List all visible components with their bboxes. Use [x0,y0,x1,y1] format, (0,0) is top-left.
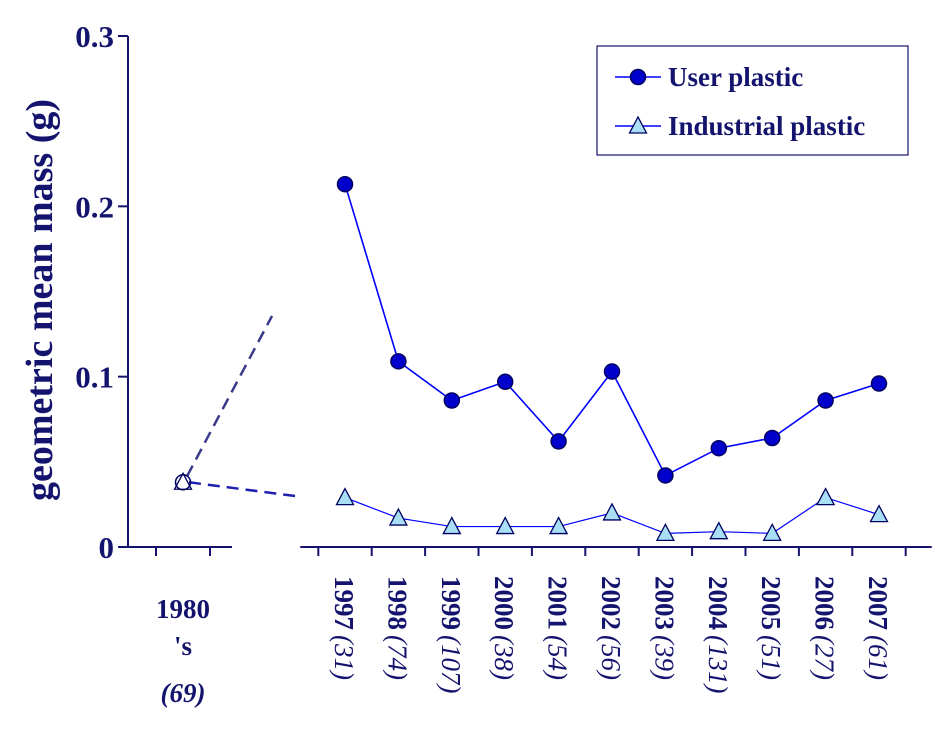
category: 2007 [863,576,893,630]
sample-size: (38) [489,635,519,680]
data-point [763,429,781,447]
x-tick-label: 1998 (74) [382,576,412,680]
y-tick-label: 0.2 [75,189,114,224]
sample-size: (51) [756,635,786,680]
data-point [655,522,675,542]
y-tick-label: 0.1 [75,360,114,395]
data-point [550,433,567,450]
x-tick-label: 2000 (38) [489,576,519,680]
data-point [496,373,514,391]
legend-label: Industrial plastic [668,111,865,141]
sample-size: (56) [596,635,626,680]
y-tick-label: 0.3 [75,19,114,54]
data-point [390,353,407,370]
data-point [443,392,461,409]
x-tick-label: 2003 (39) [649,576,679,680]
data-point [388,507,408,526]
data-point [817,392,834,409]
legend-marker [628,115,648,134]
data-point [762,522,782,542]
data-point [870,375,888,392]
x-tick-label: 2007 (61) [863,576,893,680]
sample-size: (54) [543,635,573,680]
x-tick-label: 2002 (56) [596,576,626,680]
sample-size: (131) [703,635,733,693]
category: 1999 [436,576,466,630]
y-axis-label: geometric mean mass (g) [19,99,61,501]
category: 2006 [810,576,840,630]
data-point [173,471,193,490]
data-point [549,516,569,535]
data-point [816,487,836,506]
data-point [869,504,889,523]
legend-label: User plastic [668,62,803,92]
data-point [335,487,355,506]
category: 1998 [382,576,412,630]
data-point [657,467,674,484]
category: 2003 [649,576,679,630]
data-point [442,516,462,535]
sample-size: (31) [329,635,359,680]
data-point [709,521,729,540]
legend-box [596,45,909,156]
x-tick-label: 2005 (51) [756,576,786,680]
category: 2000 [489,576,519,630]
sample-size: (69) [161,678,206,708]
sample-size: (61) [863,635,893,680]
x-tick-label: 2004 (131) [703,576,733,693]
data-point [602,502,622,521]
break-connector [185,315,274,477]
x-tick-label: 1997 (31) [329,576,359,680]
data-point [603,363,621,380]
x-tick-label: 2006 (27) [810,576,840,680]
category: 2004 [703,576,733,630]
sample-size: (107) [436,635,466,693]
x-tick-label: 1999 (107) [436,576,466,693]
data-point [710,439,728,457]
x-tick-label: 2001 (54) [543,576,573,680]
data-point [336,175,354,193]
series-line [344,183,880,477]
category: 1997 [329,576,359,630]
sample-size: (39) [649,635,679,680]
category: 2002 [596,576,626,630]
category: 2001 [543,576,573,630]
sample-size: (27) [810,635,840,680]
y-tick-label: 0 [99,530,115,565]
x-tick-label: 1980's [156,594,210,661]
sample-size: (74) [382,635,412,680]
data-point [495,516,515,535]
legend-marker [629,68,647,86]
category: 2005 [756,576,786,630]
break-connector [188,481,296,498]
